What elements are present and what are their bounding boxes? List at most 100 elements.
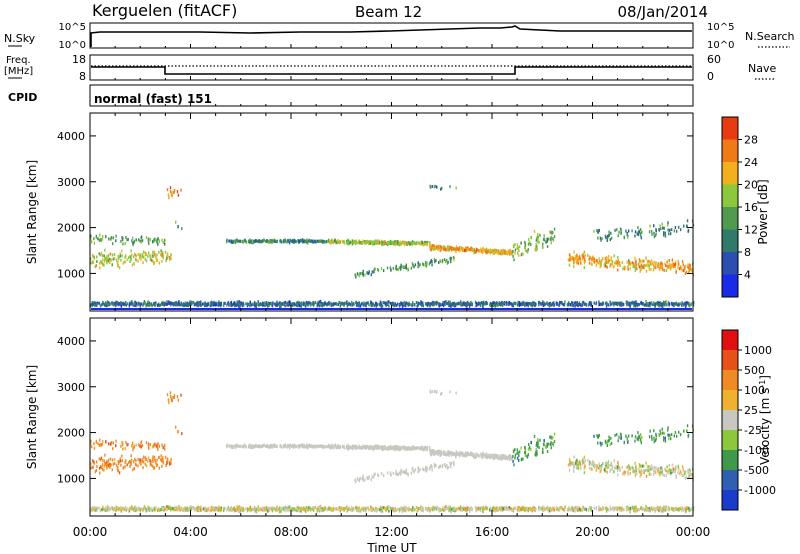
velocity-cell-1951 xyxy=(385,509,387,513)
power-colorbar-tick-label-1: 8 xyxy=(744,246,751,259)
velocity-cell-405 xyxy=(234,445,237,449)
power-cell-1145 xyxy=(536,240,539,244)
power-cell-2734 xyxy=(445,301,448,305)
velocity-cell-850 xyxy=(482,452,484,456)
power-cell-416 xyxy=(248,239,250,243)
power-cell-2647 xyxy=(270,301,273,305)
velocity-cell-1485 xyxy=(600,443,602,447)
power-cell-158 xyxy=(139,239,141,243)
power-cell-2520 xyxy=(170,302,173,306)
power-cell-1990 xyxy=(357,302,359,306)
velocity-cell-1445 xyxy=(663,473,665,477)
power-cell-2884 xyxy=(368,303,370,307)
power-cell-210 xyxy=(157,237,159,241)
power-cell-1326 xyxy=(631,261,634,265)
power-cell-36 xyxy=(156,258,158,262)
velocity-cell-1209 xyxy=(671,463,674,467)
velocity-cell-1170 xyxy=(535,443,538,447)
power-cell-1493 xyxy=(597,236,599,240)
power-cell-1271 xyxy=(599,265,601,269)
power-cell-1295 xyxy=(679,267,681,271)
velocity-cell-70 xyxy=(142,466,144,470)
velocity-cell-41 xyxy=(121,459,123,463)
power-cell-1467 xyxy=(654,234,657,238)
power-cell-144 xyxy=(166,256,168,260)
power-cell-2456 xyxy=(443,300,446,304)
power-cell-2000 xyxy=(343,303,345,307)
power-cell-227 xyxy=(176,190,179,194)
power-cell-1273 xyxy=(665,269,667,273)
power-cell-1439 xyxy=(582,252,584,256)
power-cell-2135 xyxy=(410,303,412,307)
velocity-cell-52 xyxy=(134,457,136,461)
velocity-cell-1301 xyxy=(664,467,666,471)
power-cell-972 xyxy=(443,245,445,249)
velocity-cell-1084 xyxy=(356,477,359,481)
power-cell-2344 xyxy=(629,301,631,305)
power-cell-1527 xyxy=(608,230,610,234)
velocity-cell-785 xyxy=(432,451,434,455)
power-cell-1383 xyxy=(632,263,635,267)
power-cell-2377 xyxy=(331,303,333,307)
velocity-cell-85 xyxy=(103,468,105,472)
velocity-cell-985 xyxy=(476,453,478,457)
power-cell-985 xyxy=(476,248,478,252)
power-cell-2874 xyxy=(484,301,487,305)
velocity-cell-1013 xyxy=(428,467,431,471)
power-cell-2534 xyxy=(505,303,508,307)
power-cell-969 xyxy=(436,247,439,251)
power-cell-1881 xyxy=(394,302,396,306)
velocity-cell-416 xyxy=(248,444,250,448)
power-cell-89 xyxy=(115,258,118,262)
power-cell-2049 xyxy=(618,301,620,305)
power-cell-2361 xyxy=(279,305,281,309)
velocity-cell-1297 xyxy=(572,469,575,473)
velocity-cell-1904 xyxy=(663,505,665,509)
velocity-cell-1881 xyxy=(394,507,396,511)
power-cell-2651 xyxy=(334,302,336,306)
power-cell-1436 xyxy=(666,260,668,264)
power-cell-2671 xyxy=(625,301,628,305)
power-cell-1084 xyxy=(356,272,359,276)
velocity-cell-909 xyxy=(502,456,504,460)
power-cell-853 xyxy=(455,248,458,252)
power-cell-2334 xyxy=(648,302,650,306)
power-cell-1509 xyxy=(620,231,623,235)
power-cell-2371 xyxy=(365,302,367,306)
power-cell-1761 xyxy=(475,304,477,308)
power-cell-715 xyxy=(373,240,375,244)
power-cell-246 xyxy=(316,239,319,243)
power-cell-2453 xyxy=(198,301,201,305)
velocity-cell-1458 xyxy=(639,470,642,474)
velocity-cell-132 xyxy=(104,462,106,466)
power-cell-1181 xyxy=(518,249,520,253)
velocity-cell-1313 xyxy=(639,474,641,478)
velocity-cell-126 xyxy=(111,458,114,462)
power-cell-1989 xyxy=(192,301,195,305)
power-cell-1135 xyxy=(543,238,546,242)
velocity-cell-1304 xyxy=(680,471,683,475)
power-cell-1801 xyxy=(400,301,402,305)
power-cell-1367 xyxy=(592,256,594,260)
velocity-cell-810 xyxy=(497,454,500,458)
power-cell-1547 xyxy=(601,237,603,241)
power-cell-2791 xyxy=(328,301,330,305)
power-cell-2765 xyxy=(219,302,221,306)
power-cell-1170 xyxy=(535,238,538,242)
velocity-cell-1549 xyxy=(604,439,607,443)
power-cell-2821 xyxy=(170,303,172,307)
power-cell-1069 xyxy=(422,262,424,266)
power-cell-1148 xyxy=(512,249,514,253)
power-cell-1500 xyxy=(638,229,640,233)
power-cell-1431 xyxy=(573,250,575,254)
velocity-cell-1288 xyxy=(607,459,610,463)
power-cell-2084 xyxy=(171,302,174,306)
velocity-cell-437 xyxy=(298,444,301,448)
velocity-cell-275 xyxy=(249,443,251,447)
power-cell-1660 xyxy=(307,301,309,305)
velocity-cell-185 xyxy=(95,439,98,443)
velocity-cell-394 xyxy=(235,444,238,448)
velocity-cell-205 xyxy=(97,442,99,446)
power-cell-676 xyxy=(351,239,354,243)
